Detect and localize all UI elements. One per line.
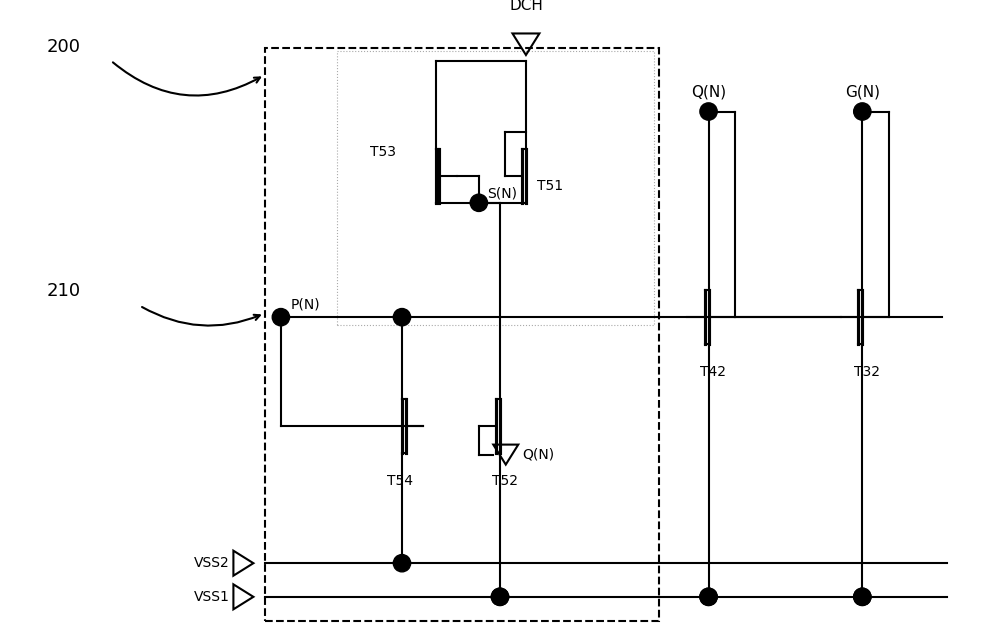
Text: T42: T42 [700,365,726,379]
Text: T32: T32 [854,365,880,379]
Circle shape [470,194,488,211]
Circle shape [854,103,871,120]
Text: DCH: DCH [509,0,543,12]
Circle shape [393,309,411,326]
Circle shape [700,103,717,120]
Text: T54: T54 [387,474,413,488]
Text: G(N): G(N) [845,84,880,99]
Text: T51: T51 [537,178,564,193]
Text: S(N): S(N) [488,187,518,201]
Circle shape [272,309,290,326]
Circle shape [700,588,717,605]
Text: 210: 210 [46,282,81,300]
Text: Q(N): Q(N) [522,447,554,462]
Circle shape [393,555,411,572]
Text: 200: 200 [46,39,80,56]
Text: T53: T53 [370,144,396,159]
Circle shape [491,588,509,605]
Circle shape [854,588,871,605]
Circle shape [700,588,717,605]
Circle shape [854,588,871,605]
Text: T52: T52 [492,474,518,488]
Text: Q(N): Q(N) [691,84,726,99]
Text: P(N): P(N) [290,297,320,311]
Text: VSS2: VSS2 [194,556,230,570]
Circle shape [491,588,509,605]
Text: VSS1: VSS1 [194,590,230,604]
